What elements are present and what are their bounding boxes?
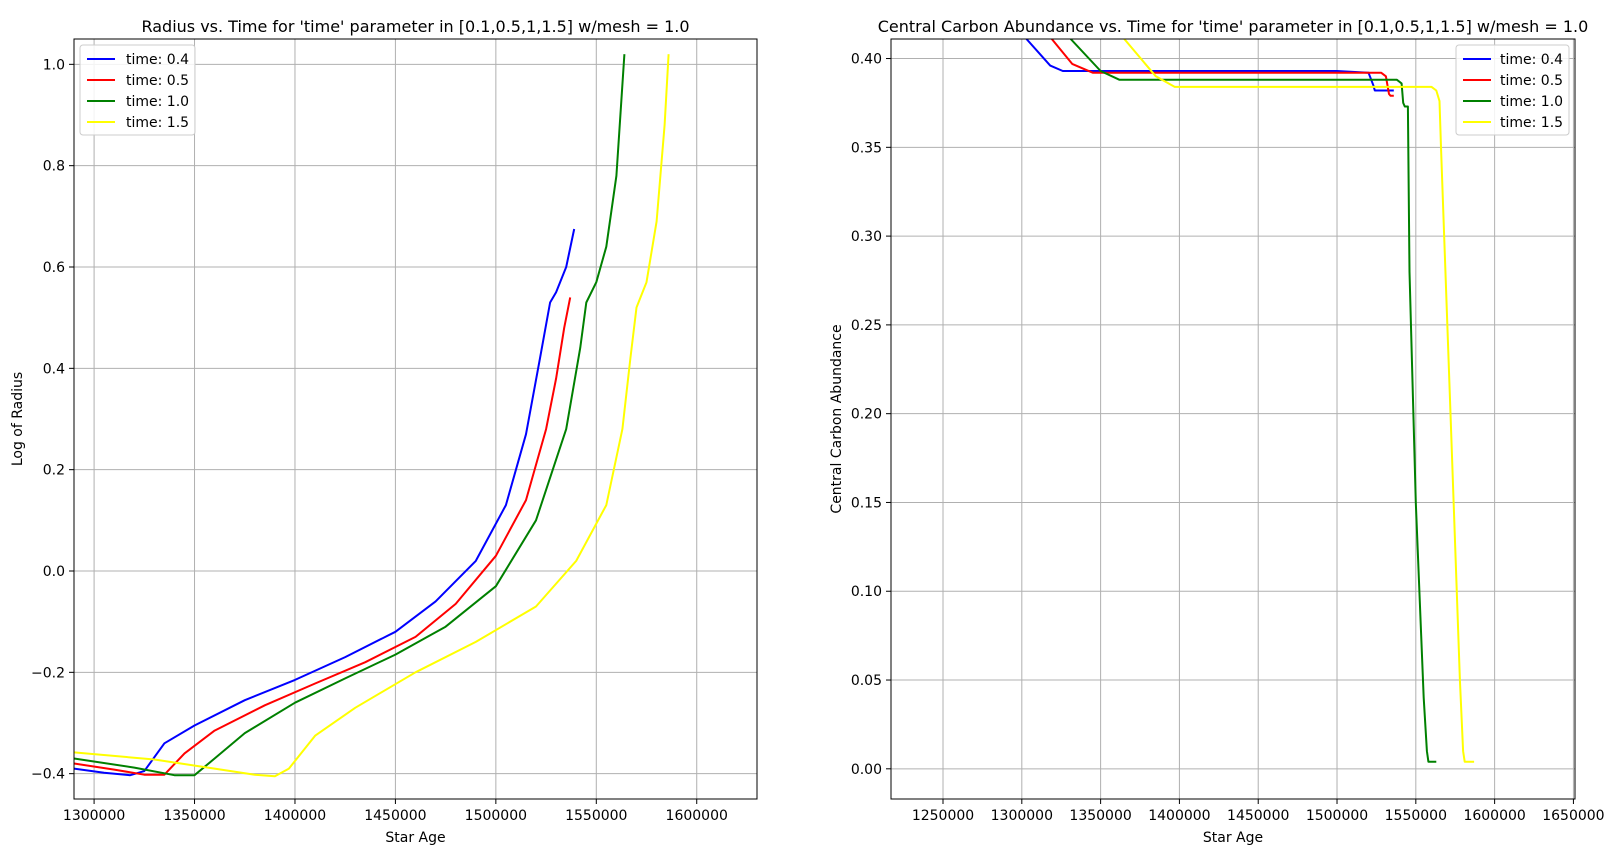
carbon-series-lines — [1025, 39, 1475, 763]
radius-y-tick-label: 0.2 — [43, 463, 65, 479]
carbon-chart-title: Central Carbon Abundance vs. Time for 't… — [878, 17, 1589, 36]
radius-series-line-1 — [74, 297, 572, 776]
carbon-series-line-2 — [1069, 39, 1437, 763]
radius-x-tick-label: 1550000 — [565, 808, 627, 824]
carbon-x-tick-label: 1450000 — [1227, 808, 1289, 824]
carbon-legend-entry-1: time: 0.5 — [1500, 73, 1563, 89]
carbon-grid — [891, 39, 1575, 799]
carbon-y-axis-label: Central Carbon Abundance — [829, 324, 845, 513]
radius-x-tick-label: 1600000 — [666, 808, 728, 824]
carbon-y-tick-label: 0.25 — [851, 318, 882, 334]
carbon-x-tick-label: 1500000 — [1306, 808, 1368, 824]
radius-chart: 1300000 1350000 1400000 1450000 1500000 15500… — [10, 17, 758, 846]
carbon-y-tick-label: 0.00 — [851, 762, 882, 778]
carbon-y-tick-label: 0.15 — [851, 495, 882, 511]
radius-plot-frame — [73, 38, 758, 800]
radius-x-ticks: 1300000 1350000 1400000 1450000 1500000 15500… — [63, 799, 728, 824]
carbon-y-tick-label: 0.30 — [851, 229, 882, 245]
carbon-y-ticks: 0.00 0.05 0.10 0.15 0.20 0.25 0.30 0.35 0.40 — [851, 52, 891, 778]
carbon-chart: 1250000 1300000 1350000 1400000 1450000 15000… — [829, 17, 1605, 846]
radius-x-tick-label: 1500000 — [465, 808, 527, 824]
carbon-x-tick-label: 1250000 — [912, 808, 974, 824]
radius-series-line-3 — [74, 54, 670, 778]
carbon-legend-box — [1455, 44, 1570, 136]
radius-x-tick-label: 1450000 — [364, 808, 426, 824]
radius-chart-title: Radius vs. Time for 'time' parameter in … — [141, 17, 689, 36]
carbon-legend-entry-0: time: 0.4 — [1500, 52, 1563, 68]
radius-plot-area — [74, 39, 757, 799]
radius-y-tick-label: 0.0 — [43, 564, 65, 580]
carbon-x-tick-label: 1350000 — [1069, 808, 1131, 824]
carbon-x-tick-label: 1400000 — [1148, 808, 1210, 824]
radius-y-tick-label: 0.8 — [43, 159, 65, 175]
radius-series-line-2 — [74, 54, 626, 777]
radius-y-axis-label: Log of Radius — [10, 372, 26, 466]
radius-legend-entry-3: time: 1.5 — [126, 115, 189, 131]
radius-y-tick-label: −0.2 — [31, 665, 65, 681]
carbon-x-tick-label: 1300000 — [991, 808, 1053, 824]
radius-y-ticks: −0.4 −0.2 0.0 0.2 0.4 0.6 0.8 1.0 — [31, 57, 74, 783]
radius-series-lines — [74, 54, 670, 778]
radius-x-tick-label: 1350000 — [163, 808, 225, 824]
radius-y-tick-label: −0.4 — [31, 767, 65, 783]
carbon-series-line-1 — [1051, 39, 1394, 97]
radius-legend-entry-0: time: 0.4 — [126, 52, 189, 68]
radius-legend: time: 0.4 time: 0.5 time: 1.0 time: 1.5 — [79, 44, 196, 136]
carbon-x-ticks: 1250000 1300000 1350000 1400000 1450000 15000… — [912, 799, 1605, 824]
radius-series-line-0 — [74, 228, 576, 777]
carbon-legend: time: 0.4 time: 0.5 time: 1.0 time: 1.5 — [1455, 44, 1570, 136]
radius-y-tick-label: 1.0 — [43, 57, 65, 73]
radius-legend-entry-1: time: 0.5 — [126, 73, 189, 89]
radius-x-tick-label: 1400000 — [264, 808, 326, 824]
carbon-y-tick-label: 0.10 — [851, 584, 882, 600]
carbon-plot-area — [891, 39, 1575, 799]
radius-y-tick-label: 0.4 — [43, 361, 65, 377]
carbon-y-tick-label: 0.40 — [851, 52, 882, 68]
carbon-x-tick-label: 1550000 — [1385, 808, 1447, 824]
radius-x-tick-label: 1300000 — [63, 808, 125, 824]
carbon-y-tick-label: 0.35 — [851, 140, 882, 156]
carbon-plot-frame — [890, 38, 1576, 800]
carbon-series-line-3 — [1123, 39, 1475, 763]
carbon-y-tick-label: 0.20 — [851, 407, 882, 423]
carbon-x-tick-label: 1600000 — [1463, 808, 1525, 824]
carbon-x-tick-label: 1650000 — [1542, 808, 1604, 824]
carbon-legend-entry-2: time: 1.0 — [1500, 94, 1563, 110]
carbon-legend-entry-3: time: 1.5 — [1500, 115, 1563, 131]
radius-legend-box — [79, 44, 196, 136]
carbon-x-axis-label: Star Age — [1203, 830, 1263, 846]
radius-x-axis-label: Star Age — [385, 830, 445, 846]
radius-y-tick-label: 0.6 — [43, 260, 65, 276]
radius-legend-entry-2: time: 1.0 — [126, 94, 189, 110]
radius-grid — [74, 39, 757, 799]
carbon-y-tick-label: 0.05 — [851, 673, 882, 689]
